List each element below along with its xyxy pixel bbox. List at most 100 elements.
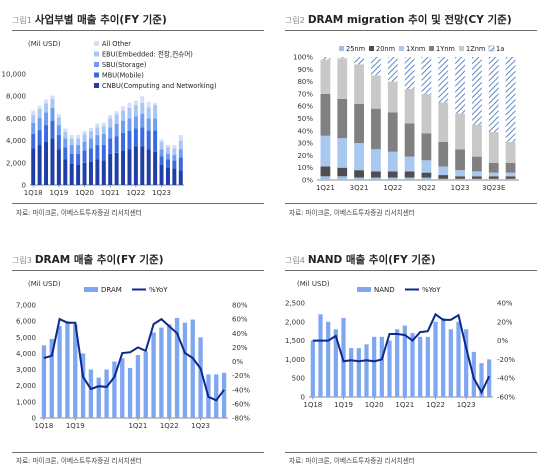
bar-segment [178, 170, 183, 185]
x-tick-label: 1Q21 [316, 184, 335, 192]
y-tick-label: 10,000 [2, 71, 27, 79]
source-rule [12, 203, 264, 204]
bar-segment [63, 138, 68, 148]
legend-label: %YoY [422, 286, 441, 294]
bar-segment [44, 141, 49, 185]
bar-segment [95, 135, 100, 146]
bar-segment [121, 120, 126, 133]
bar-segment [337, 57, 348, 59]
y-tick-label: 5,000 [16, 334, 36, 342]
bar-segment [133, 105, 138, 117]
source-rule [285, 452, 537, 453]
bar-segment [421, 93, 432, 134]
y2-tick-label: -80% [232, 415, 250, 423]
legend-label: 1Xnm [406, 45, 425, 53]
legend-swatch [94, 41, 99, 46]
bar-segment [472, 124, 482, 157]
bar-segment [320, 135, 331, 167]
legend-label: %YoY [149, 286, 168, 294]
title-text: DRAM migration 추이 및 전망(CY 기준) [307, 14, 512, 26]
legend-label: 20nm [376, 45, 395, 53]
bar-segment [371, 177, 381, 180]
bar [65, 321, 70, 418]
bar-segment [337, 58, 348, 99]
legend-label: MBU(Mobile) [102, 72, 144, 80]
legend-label: NAND [374, 286, 395, 294]
bar-segment [438, 141, 449, 167]
x-tick-label: 1Q19 [334, 401, 353, 409]
y-tick-label: 1,000 [285, 356, 305, 364]
source-rule [12, 452, 264, 453]
y-tick-label: 70% [297, 90, 313, 98]
bar-segment [101, 126, 106, 134]
bar-segment [438, 166, 449, 176]
y-tick-label: 500 [292, 375, 305, 383]
bar-segment [133, 146, 138, 185]
bar-segment [56, 125, 61, 136]
y-tick-label: 0 [22, 182, 26, 190]
x-tick-label: 1Q23 [191, 422, 210, 430]
y-tick-label: 6,000 [6, 115, 26, 123]
bar [456, 321, 461, 397]
bar-segment [133, 116, 138, 129]
y2-tick-label: -20% [232, 372, 250, 380]
bar-segment [108, 115, 113, 119]
bar-segment [455, 176, 465, 179]
y2-tick-label: -20% [497, 356, 515, 364]
y2-tick-label: 0% [497, 337, 508, 345]
bar [88, 369, 94, 418]
bar-segment [50, 98, 55, 108]
bar-segment [114, 136, 119, 153]
unit-label: (Mil USD) [297, 280, 330, 288]
bar [410, 333, 415, 397]
bar [402, 325, 407, 397]
bar-segment [438, 175, 449, 179]
bar-segment [455, 149, 465, 171]
bar-segment [140, 96, 145, 103]
bar-segment [387, 112, 398, 152]
bar-segment [76, 135, 81, 139]
bar-segment [455, 178, 465, 180]
y-tick-label: 8,000 [6, 93, 26, 101]
bar [448, 329, 453, 397]
x-tick-label: 1Q19 [49, 189, 68, 197]
bar-segment [371, 75, 381, 109]
x-tick-label: 1Q23 [451, 184, 470, 192]
bar [214, 374, 219, 418]
bar-segment [95, 123, 100, 128]
legend-label: DRAM [101, 286, 122, 294]
bar-segment [50, 120, 55, 139]
bar-segment [50, 95, 55, 99]
bar-segment [127, 149, 132, 185]
title-rule [285, 270, 537, 271]
bar-segment [472, 156, 482, 172]
bar-segment [133, 128, 138, 147]
bar-segment [108, 127, 113, 139]
bar-segment [88, 127, 93, 132]
y-tick-label: 80% [297, 78, 313, 86]
bar-segment [455, 113, 465, 150]
bar-segment [50, 138, 55, 185]
bar [333, 329, 338, 397]
y2-tick-label: -60% [232, 400, 250, 408]
bar [104, 369, 109, 418]
bar-segment [153, 118, 158, 131]
bar-line-chart: 0 1,000 2,000 3,000 4,000 5,000 6,000 7,000 -80%… [16, 286, 250, 430]
bar-segment [472, 171, 482, 177]
x-tick-label: 1Q18 [24, 189, 43, 197]
x-tick-label: 1Q19 [66, 422, 85, 430]
y2-tick-label: -40% [232, 386, 250, 394]
bar-segment [354, 57, 364, 65]
bar-segment [44, 112, 49, 126]
bar-segment [337, 138, 348, 168]
chart-title: 그림4 NAND 매출 추이(FY 기준) [285, 252, 436, 267]
bar-segment [88, 138, 93, 149]
y-tick-label: 4,000 [6, 137, 26, 145]
y-tick-label: 0 [32, 415, 36, 423]
y-tick-label: 40% [297, 127, 313, 135]
bar-segment [320, 176, 331, 180]
bar-segment [172, 145, 177, 149]
legend-label: 1Ynm [436, 45, 455, 53]
bar-segment [69, 135, 74, 139]
panel-nand-revenue: 그림4 NAND 매출 추이(FY 기준) (Mil USD) 0 500 1,000… [275, 240, 537, 470]
